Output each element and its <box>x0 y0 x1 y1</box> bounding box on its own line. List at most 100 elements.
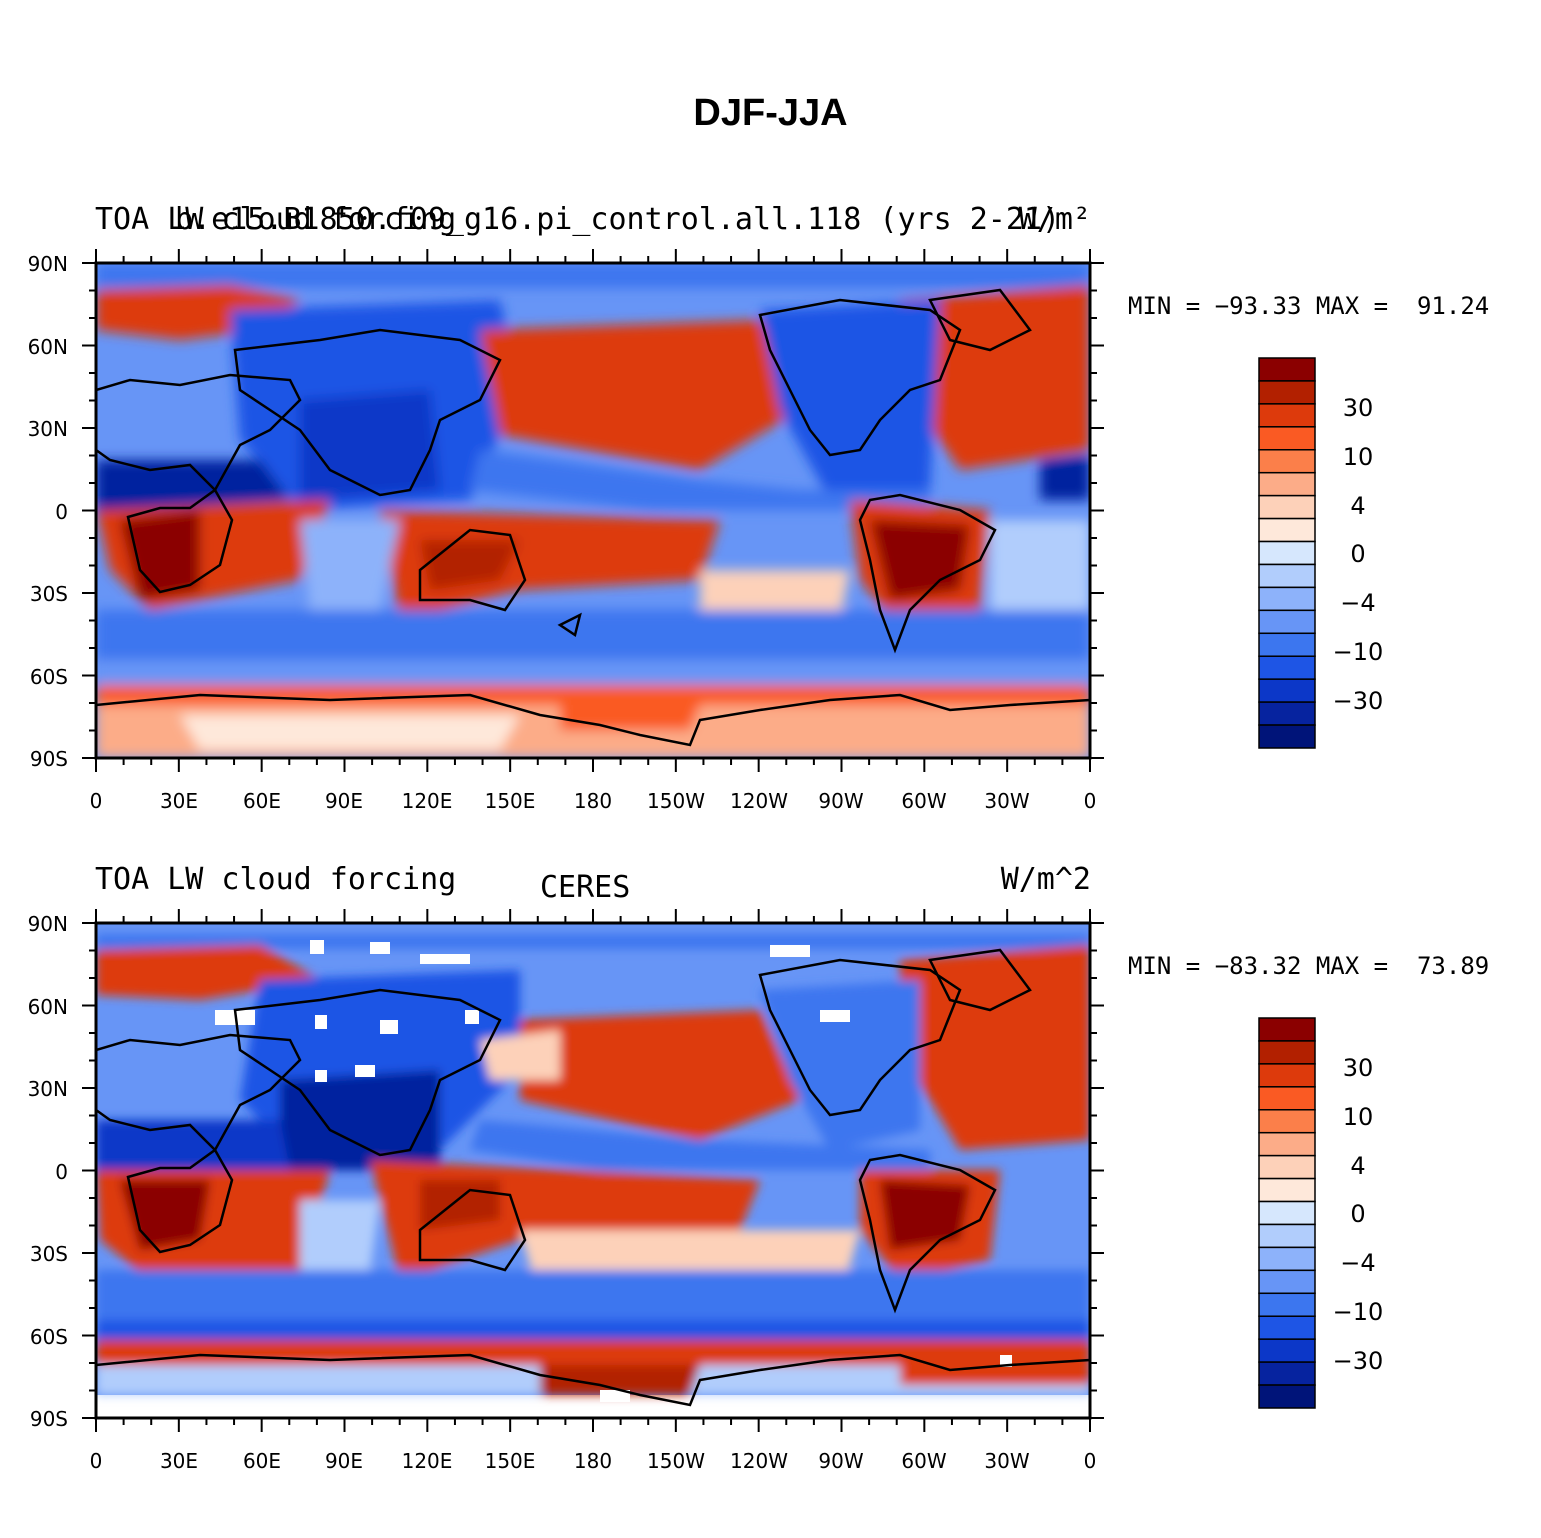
panel-left-label: TOA LW cloud forcing <box>95 862 457 897</box>
colorbar-label: 0 <box>1350 540 1365 568</box>
colorbar-label: −30 <box>1333 687 1384 715</box>
units-label: W/m^2 <box>1000 862 1091 897</box>
lat-label: 90N <box>28 252 68 276</box>
panel-ceres: 90N 60N 30N 0 30S 60S 90S 0 30E 60E 90E … <box>0 850 1541 1510</box>
colorbar-swatch <box>1258 1063 1316 1088</box>
colorbar-swatch <box>1258 632 1316 657</box>
min-max-readout: MIN = −83.32 MAX = 73.89 <box>1128 952 1490 980</box>
lat-label: 90N <box>28 912 68 936</box>
coastlines-model <box>96 288 1090 747</box>
lat-label: 0 <box>55 1160 68 1184</box>
lon-label: 90W <box>818 789 863 813</box>
lon-label: 30E <box>160 1449 198 1473</box>
colorbar-label: 4 <box>1350 1152 1365 1180</box>
colorbar-swatch <box>1258 1223 1316 1249</box>
colorbar-model <box>1258 357 1316 749</box>
dataset-label: CERES <box>540 870 631 905</box>
colorbar-label: 10 <box>1343 443 1374 471</box>
lat-tick-labels-model: 90N 60N 30N 0 30S 60S 90S <box>28 252 68 771</box>
lon-tick-labels-ceres: 0 30E 60E 90E 120E 150E 180 150W 120W 90… <box>90 1449 1097 1473</box>
lat-label: 30N <box>28 1077 68 1101</box>
colorbar-swatch <box>1258 426 1316 451</box>
colorbar-label: 30 <box>1343 1054 1374 1082</box>
colorbar-swatch <box>1258 471 1316 497</box>
colorbar-swatch <box>1258 517 1316 543</box>
colorbar-swatch <box>1258 1017 1316 1042</box>
lon-label: 150E <box>485 789 536 813</box>
colorbar-swatch <box>1258 357 1316 382</box>
colorbar-label: −4 <box>1340 1249 1375 1277</box>
colorbar-swatch <box>1258 678 1316 703</box>
lon-label: 120E <box>402 1449 453 1473</box>
colorbar-label: 4 <box>1350 492 1365 520</box>
lon-label: 0 <box>1084 789 1097 813</box>
colorbar-label: 30 <box>1343 394 1374 422</box>
colorbar-label: −30 <box>1333 1347 1384 1375</box>
lon-label: 120W <box>730 1449 788 1473</box>
colorbar-swatch <box>1258 1109 1316 1134</box>
lon-label: 180 <box>574 789 612 813</box>
colorbar-swatch <box>1258 449 1316 474</box>
colorbar-swatch <box>1258 1269 1316 1295</box>
lat-tick-labels-ceres: 90N 60N 30N 0 30S 60S 90S <box>28 912 68 1431</box>
lon-label: 0 <box>90 789 103 813</box>
colorbar-swatch <box>1258 586 1316 612</box>
lat-label: 60N <box>28 995 68 1019</box>
lon-label: 30E <box>160 789 198 813</box>
lon-label: 150W <box>647 1449 705 1473</box>
lat-label: 90S <box>30 747 68 771</box>
missing-data-cells <box>215 940 1012 1402</box>
colorbar-swatch <box>1258 655 1316 680</box>
lon-tick-labels-model: 0 30E 60E 90E 120E 150E 180 150W 120W 90… <box>90 789 1097 813</box>
field-ceres <box>96 923 1090 1418</box>
colorbar-swatch <box>1258 1154 1316 1180</box>
lon-label: 90W <box>818 1449 863 1473</box>
lon-label: 180 <box>574 1449 612 1473</box>
colorbar-swatch <box>1258 494 1316 520</box>
lon-label: 120W <box>730 789 788 813</box>
panel-model: 90N 60N 30N 0 30S 60S 90S 0 30E 60E 90E … <box>0 190 1541 850</box>
colorbar-swatch <box>1258 1315 1316 1340</box>
coastlines-ceres <box>96 948 1090 1407</box>
lon-label: 150E <box>485 1449 536 1473</box>
units-label: W/m² <box>1018 202 1091 237</box>
colorbar-labels-ceres: 30 10 4 0 −4 −10 −30 <box>1333 1054 1384 1375</box>
colorbar-swatch <box>1258 1384 1316 1409</box>
colorbar-swatch <box>1258 563 1316 589</box>
colorbar-swatch <box>1258 540 1316 566</box>
colorbar-swatch <box>1258 1177 1316 1203</box>
lon-label: 0 <box>1084 1449 1097 1473</box>
lon-label: 60E <box>243 789 281 813</box>
lat-label: 90S <box>30 1407 68 1431</box>
colorbar-swatch <box>1258 609 1316 635</box>
lat-label: 30N <box>28 417 68 441</box>
map-ceres: 90N 60N 30N 0 30S 60S 90S 0 30E 60E 90E … <box>28 909 1384 1473</box>
colorbar-swatch <box>1258 380 1316 405</box>
colorbar-swatch <box>1258 1040 1316 1065</box>
lon-label: 0 <box>90 1449 103 1473</box>
lon-label: 150W <box>647 789 705 813</box>
lat-label: 60S <box>30 1325 68 1349</box>
figure-title: DJF-JJA <box>693 92 848 134</box>
colorbar-label: 0 <box>1350 1200 1365 1228</box>
colorbar-label: −4 <box>1340 589 1375 617</box>
lon-label: 60E <box>243 1449 281 1473</box>
colorbar-swatch <box>1258 1246 1316 1272</box>
tick-marks-model <box>82 249 1104 772</box>
colorbar-label: −10 <box>1333 1298 1384 1326</box>
lon-label: 30W <box>984 1449 1029 1473</box>
lon-label: 60W <box>901 1449 946 1473</box>
colorbar-swatch <box>1258 701 1316 726</box>
lat-label: 30S <box>30 1242 68 1266</box>
lon-label: 120E <box>402 789 453 813</box>
colorbar-label: −10 <box>1333 638 1384 666</box>
lon-label: 60W <box>901 789 946 813</box>
lon-label: 90E <box>325 1449 363 1473</box>
panel-left-label: TOA LW cloud forcing <box>95 202 457 237</box>
colorbar-swatch <box>1258 1086 1316 1111</box>
lon-label: 30W <box>984 789 1029 813</box>
map-model: 90N 60N 30N 0 30S 60S 90S 0 30E 60E 90E … <box>28 249 1384 813</box>
lat-label: 0 <box>55 500 68 524</box>
colorbar-swatch <box>1258 1200 1316 1226</box>
colorbar-ceres <box>1258 1017 1316 1409</box>
